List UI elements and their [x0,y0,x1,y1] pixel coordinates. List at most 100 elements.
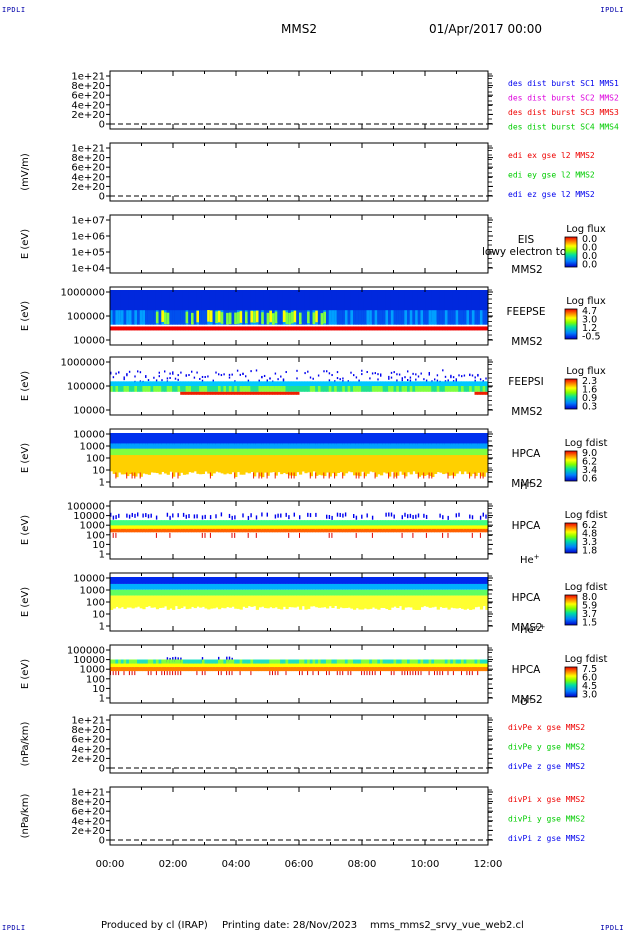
p1-ytick-label: 6e+20 [71,91,105,102]
p7-ytick-label: 10 [92,540,105,551]
p9-ylabel: E (eV) [20,659,31,689]
p9-instrument-label: HPCA [512,664,542,676]
p2-ytick-label: 6e+20 [71,163,105,174]
p3-frame [109,214,489,274]
p8-ylabel: E (eV) [20,587,31,617]
p5-colorbar-title: Log flux [566,366,606,377]
corner-label-bottom-left: IPDLI [2,924,26,932]
p7-ytick-label: 100 [86,530,105,541]
p9-ytick-label: 100 [86,674,105,685]
header-datetime: 01/Apr/2017 00:00 [429,22,543,36]
p2-legend-1: edi ex gse l2 MMS2 [508,151,595,160]
p3-ytick-label: 1e+04 [71,264,105,275]
p5-ylabel: E (eV) [20,371,31,401]
p3-colorbar-tick: 0.0 [582,234,597,245]
p8-ytick-label: 10 [92,610,105,621]
p8-spectrogram [110,577,489,610]
p6-species-label: H+ [520,479,534,492]
p9-species-label: O+ [520,695,534,708]
p4-colorbar-tick: -0.5 [582,332,601,343]
x-tick-label: 06:00 [285,859,314,870]
p9-ytick-label: 100000 [67,646,105,657]
x-tick-label: 00:00 [96,859,125,870]
p3-colorbar-title: Log flux [566,224,606,235]
corner-label-top-right: IPDLI [600,6,624,14]
p7-colorbar-tick: 6.2 [582,520,597,531]
p3-ytick-label: 1e+06 [71,232,105,243]
p5-ytick-label: 10000 [73,406,105,417]
p6-spectrogram [110,433,489,479]
p1-legend-1: des dist burst SC1 MMS1 [508,79,619,88]
p7-ytick-label: 100000 [67,502,105,513]
p3-spacecraft-label: MMS2 [511,264,542,276]
p3-colorbar-tick: 0.0 [582,251,597,262]
header-spacecraft: MMS2 [281,22,317,36]
x-tick-label: 08:00 [348,859,377,870]
p9-ytick-label: 1000 [80,665,105,676]
p8-species-label: He++ [520,623,546,636]
p11-ytick-label: 4e+20 [71,816,105,827]
p6-instrument-label: HPCA [512,448,542,460]
p5-colorbar-tick: 1.6 [582,385,597,396]
p1-ytick-label: 8e+20 [71,81,105,92]
p1-ytick-label: 0 [99,120,105,131]
p6-colorbar-tick: 0.6 [582,474,597,485]
x-tick-label: 02:00 [159,859,188,870]
p11-ytick-label: 6e+20 [71,807,105,818]
p2-frame [109,142,489,202]
p6-colorbar [564,450,578,482]
p8-colorbar-tick: 5.9 [582,601,597,612]
p5-ytick-label: 100000 [67,382,105,393]
p9-colorbar-tick: 3.0 [582,690,597,701]
p5-colorbar-tick: 0.9 [582,393,597,404]
p10-legend-2: divPe y gse MMS2 [508,743,585,752]
p1-ytick-label: 4e+20 [71,100,105,111]
corner-label-top-left: IPDLI [2,6,26,14]
p9-ytick-label: 10000 [73,655,105,666]
footer-printing-date: Printing date: 28/Nov/2023 [222,920,358,931]
p8-colorbar-title: Log fdist [565,582,608,593]
p10-legend-1: divPe x gse MMS2 [508,723,585,732]
p7-ytick-label: 10000 [73,511,105,522]
x-axis: 00:00 02:00 04:00 06:00 08:00 10:00 12:00 [96,859,503,870]
p6-colorbar-tick: 9.0 [582,448,597,459]
p4-spacecraft-label: MMS2 [511,336,542,348]
p10-ytick-label: 1e+21 [71,716,105,727]
p9-spectrogram [110,656,489,676]
x-tick-label: 10:00 [411,859,440,870]
p4-colorbar-tick: 4.7 [582,306,597,317]
p2-ytick-label: 2e+20 [71,182,105,193]
p8-ytick-label: 1 [99,622,105,633]
footer-filename: mms_mms2_srvy_vue_web2.cl [370,920,524,931]
p11-legend-2: divPi y gse MMS2 [508,815,585,824]
p4-colorbar [564,308,578,340]
p7-ytick-label: 1 [99,550,105,561]
p11-legend-1: divPi x gse MMS2 [508,795,585,804]
x-tick-label: 12:00 [474,859,503,870]
p4-ylabel: E (eV) [20,301,31,331]
p6-colorbar-title: Log fdist [565,438,608,449]
p6-colorbar-tick: 3.4 [582,465,597,476]
p3-ytick-label: 1e+07 [71,216,105,227]
p5-spacecraft-label: MMS2 [511,406,542,418]
p11-ytick-label: 0 [99,836,105,847]
p11-frame [109,786,489,846]
p2-legend-2: edi ey gse l2 MMS2 [508,171,595,180]
p7-instrument-label: HPCA [512,520,542,532]
p7-spectrogram [110,512,489,538]
p6-spacecraft-label: MMS2 [511,478,542,490]
p8-spacecraft-label: MMS2 [511,622,542,634]
p4-spectrogram [110,290,489,331]
p2-ylabel: (mV/m) [20,153,31,191]
p8-ytick-label: 100 [86,598,105,609]
p2-ytick-label: 4e+20 [71,172,105,183]
p4-ytick-label: 10000 [73,336,105,347]
p2-legend-3: edi ez gse l2 MMS2 [508,190,595,199]
p7-ytick-label: 1000 [80,521,105,532]
p3-instrument-label: EIS [518,234,535,246]
